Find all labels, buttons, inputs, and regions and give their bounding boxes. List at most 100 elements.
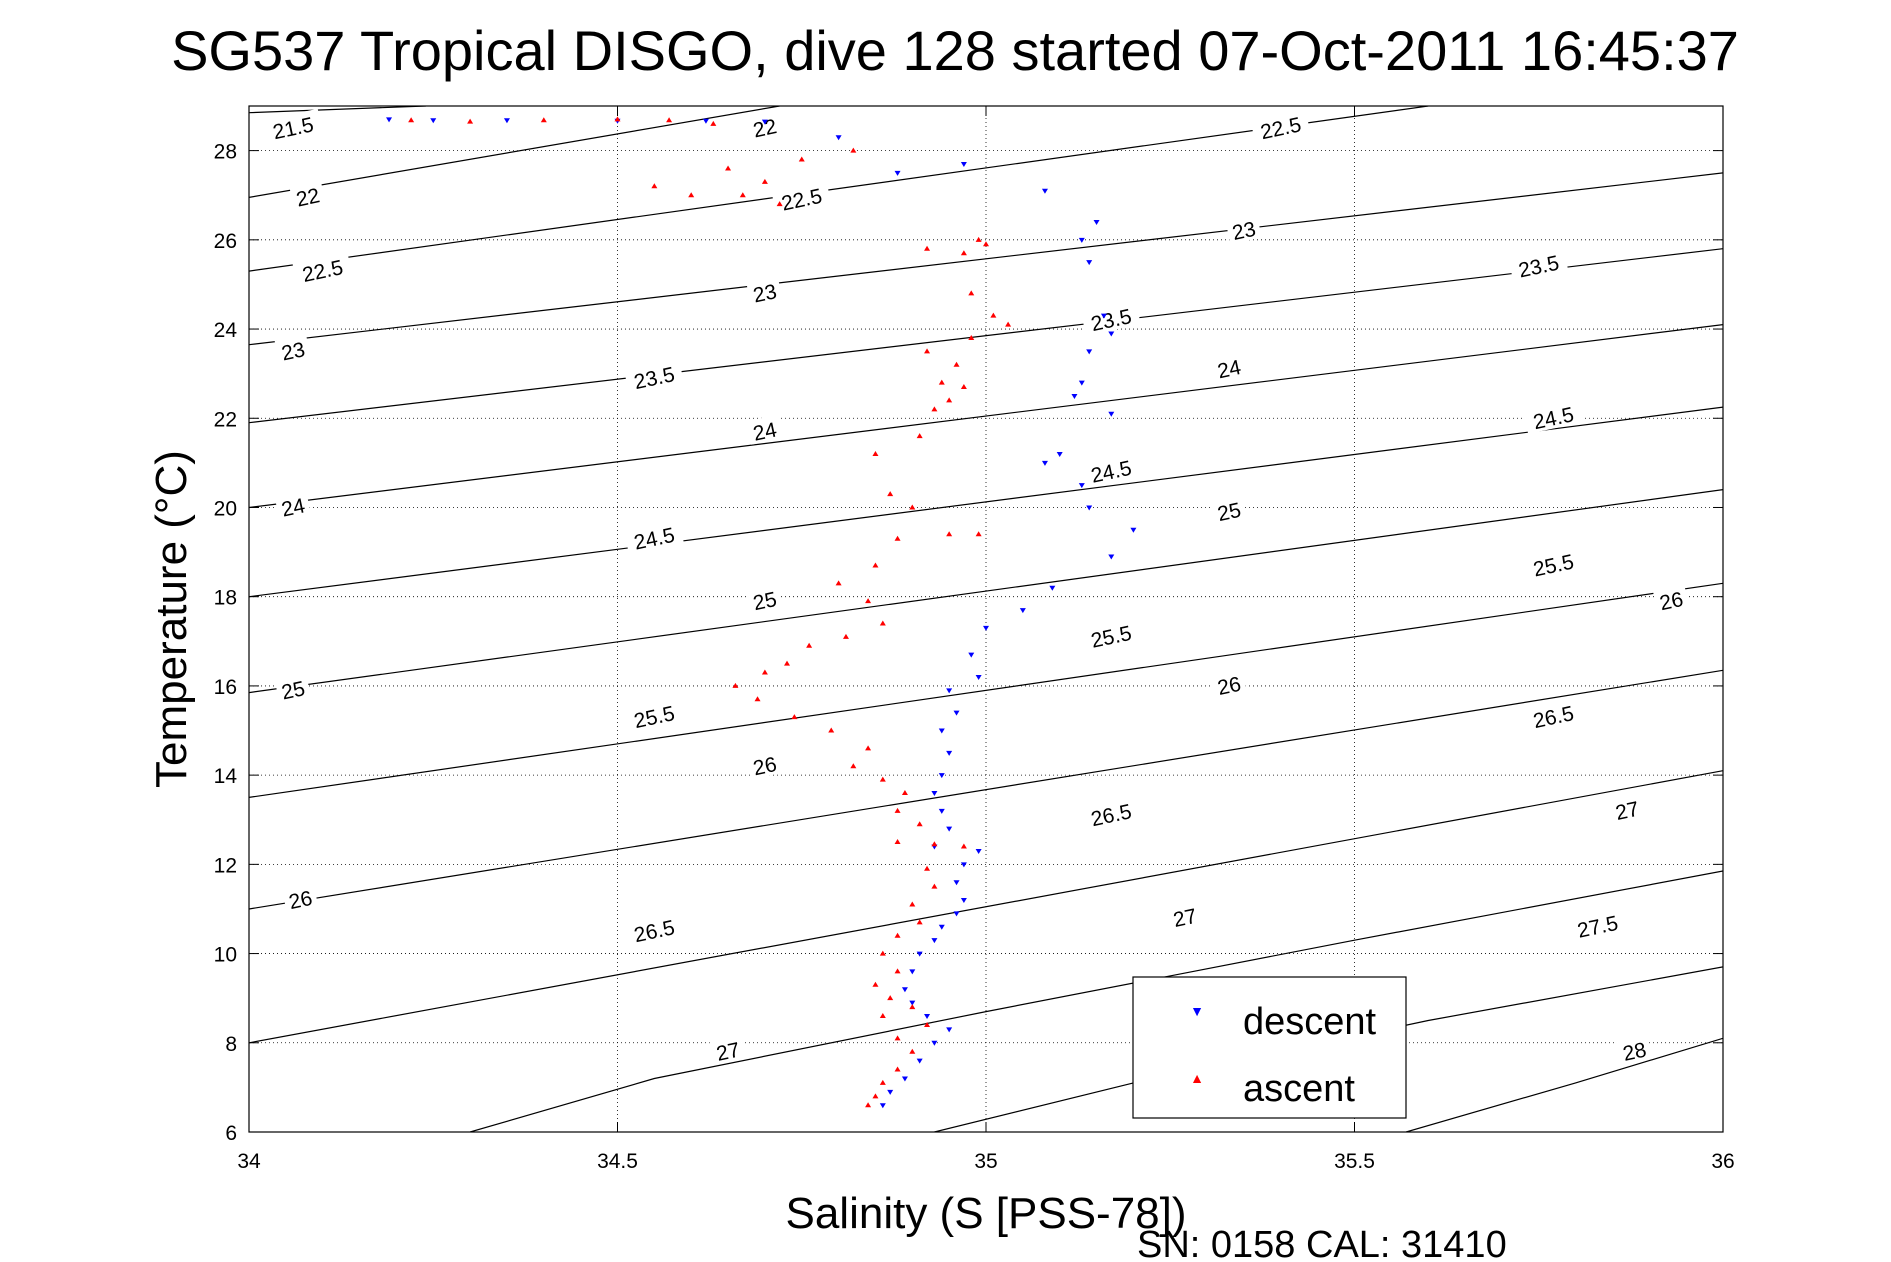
ascent-point [784, 660, 791, 666]
contour-label-background [1523, 545, 1583, 582]
ascent-point [916, 433, 923, 439]
density-contour-line [249, 770, 1723, 1044]
descent-point [975, 674, 982, 680]
ascent-point [968, 290, 975, 296]
descent-point [761, 119, 768, 125]
ascent-point [894, 1035, 901, 1041]
x-axis-ticks: 34 34.5 35 35.5 36 [237, 106, 1735, 1173]
descent-point [1056, 451, 1063, 457]
ascent-point [761, 178, 768, 184]
descent-point [938, 924, 945, 930]
legend-descent-marker-icon: ▼ [1190, 1003, 1204, 1019]
ascent-point [1005, 321, 1012, 327]
descent-point [931, 790, 938, 796]
descent-point [909, 1000, 916, 1006]
descent-point [1078, 237, 1085, 243]
density-contour-line [1405, 1037, 1723, 1132]
y-tick-label: 12 [214, 854, 237, 877]
ascent-point [879, 1079, 886, 1085]
ascent-point [894, 1066, 901, 1072]
descent-point [1049, 585, 1056, 591]
contour-label: 24 [751, 418, 779, 445]
descent-point [430, 118, 437, 124]
contour-label-background [1210, 352, 1247, 383]
density-contour-line [249, 406, 1723, 598]
ascent-point [614, 116, 621, 122]
contour-label: 27 [1171, 905, 1199, 932]
density-contour-line [249, 489, 1723, 694]
ascent-point [924, 865, 931, 871]
y-tick-label: 6 [225, 1122, 237, 1145]
ascent-point [946, 531, 953, 537]
descent-point [1086, 505, 1093, 511]
contour-label-background [274, 334, 311, 365]
contour-label-background [1567, 907, 1628, 943]
contour-label-background [1225, 213, 1262, 245]
contour-label-background [624, 911, 684, 947]
y-axis-ticks: 6 8 10 12 14 16 18 20 22 24 26 28 [214, 141, 1723, 1145]
contour-label: 26 [1215, 673, 1243, 700]
descent-point [953, 911, 960, 917]
ascent-point [865, 745, 872, 751]
contour-label: 23 [1230, 218, 1258, 245]
contour-label: 27 [1613, 798, 1641, 825]
ascent-point [791, 714, 798, 720]
legend-box [1132, 976, 1407, 1119]
ascent-point [909, 1004, 916, 1010]
density-contours: 21.5222222.522.522.523232323.523.523.524… [249, 106, 1723, 1132]
ascent-point [909, 1048, 916, 1054]
descent-point [1078, 380, 1085, 386]
ascent-point [916, 821, 923, 827]
ascent-point [894, 968, 901, 974]
contour-label-background [292, 251, 353, 287]
contour-label-background [289, 180, 326, 211]
ascent-point [879, 620, 886, 626]
descent-point [1071, 393, 1078, 399]
y-tick-label: 26 [214, 230, 237, 253]
descent-point [702, 118, 709, 124]
ascent-point [754, 696, 761, 702]
contour-label: 25 [751, 588, 779, 615]
descent-point [1093, 219, 1100, 225]
ascent-point [924, 348, 931, 354]
ascent-point [806, 642, 813, 648]
contour-label-background [624, 358, 684, 394]
ascent-point [710, 120, 717, 126]
contour-label-background [746, 414, 783, 445]
y-tick-label: 14 [214, 765, 238, 788]
ascent-point [960, 384, 967, 390]
descent-point [901, 1076, 908, 1082]
contour-label-background [262, 108, 323, 144]
x-tick-label: 34.5 [597, 1150, 638, 1173]
descent-point [968, 652, 975, 658]
y-tick-label: 18 [214, 587, 237, 610]
descent-point [916, 951, 923, 957]
density-contour-line [249, 248, 1723, 424]
ascent-point [872, 450, 879, 456]
ascent-point [909, 504, 916, 510]
contour-label-background [746, 749, 783, 780]
ascent-point [739, 192, 746, 198]
descent-point [1078, 483, 1085, 489]
ascent-point [850, 147, 857, 153]
descent-point [894, 170, 901, 176]
ascent-point [894, 807, 901, 813]
descent-point [960, 898, 967, 904]
descent-point [946, 750, 953, 756]
ascent-point [540, 117, 547, 123]
y-tick-label: 8 [225, 1033, 237, 1056]
descent-point [1100, 313, 1107, 319]
descent-point [953, 880, 960, 886]
ascent-point [931, 841, 938, 847]
contour-label: 26 [287, 887, 315, 914]
contour-label: 24 [280, 494, 308, 521]
descent-point [946, 1027, 953, 1033]
y-axis-label: Temperature (°C) [147, 450, 196, 788]
descent-point [946, 688, 953, 694]
descent-point [960, 862, 967, 868]
y-tick-label: 24 [214, 319, 238, 342]
ascent-point [725, 165, 732, 171]
contour-label-background [1210, 494, 1247, 526]
contour-label-background [1250, 108, 1311, 144]
descent-point [931, 1040, 938, 1046]
